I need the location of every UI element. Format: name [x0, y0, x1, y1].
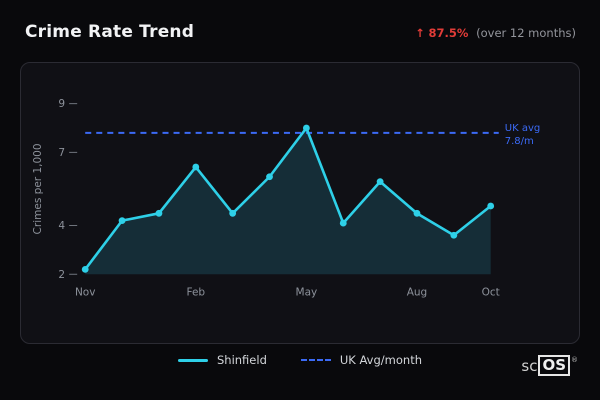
page-title: Crime Rate Trend: [25, 22, 195, 42]
svg-text:UK avg: UK avg: [505, 123, 541, 134]
uk-avg-dashed-swatch-icon: [300, 359, 331, 361]
logo-prefix: sc: [521, 356, 538, 375]
legend-item-shinfield: Shinfield: [177, 353, 267, 367]
registered-mark: ®: [571, 355, 578, 364]
svg-text:Aug: Aug: [407, 286, 428, 298]
trend-caption: (over 12 months): [476, 26, 576, 40]
shinfield-line-swatch-icon: [177, 358, 208, 362]
svg-text:Nov: Nov: [75, 286, 96, 298]
trend-indicator: ↑ 87.5% (over 12 months): [415, 26, 576, 40]
scos-logo: sc OS ®: [521, 355, 578, 377]
svg-text:Crimes per 1,000: Crimes per 1,000: [32, 143, 44, 234]
chart-card: 2 4 7 9 Nov Feb May Aug Oct Crimes per 1,000 UK av…: [20, 62, 580, 344]
svg-text:2: 2: [58, 269, 65, 281]
svg-text:Oct: Oct: [482, 286, 500, 298]
chart-legend: Shinfield UK Avg/month: [0, 353, 600, 367]
legend-label: UK Avg/month: [339, 353, 422, 367]
svg-text:7: 7: [58, 147, 65, 159]
crime-chart: 2 4 7 9 Nov Feb May Aug Oct Crimes per 1,000 UK av…: [32, 98, 541, 298]
legend-item-uk-avg: UK Avg/month: [300, 353, 422, 367]
header: Crime Rate Trend ↑ 87.5% (over 12 months…: [25, 22, 576, 42]
legend-label: Shinfield: [216, 353, 267, 367]
logo-boxed-text: OS: [538, 355, 570, 377]
svg-text:9: 9: [58, 98, 65, 110]
svg-text:4: 4: [58, 220, 65, 232]
svg-text:7.8/m: 7.8/m: [505, 136, 534, 147]
trend-arrow-icon: ↑: [415, 26, 425, 40]
svg-text:Feb: Feb: [186, 286, 205, 298]
svg-text:May: May: [296, 286, 318, 298]
trend-value: 87.5%: [428, 26, 469, 40]
